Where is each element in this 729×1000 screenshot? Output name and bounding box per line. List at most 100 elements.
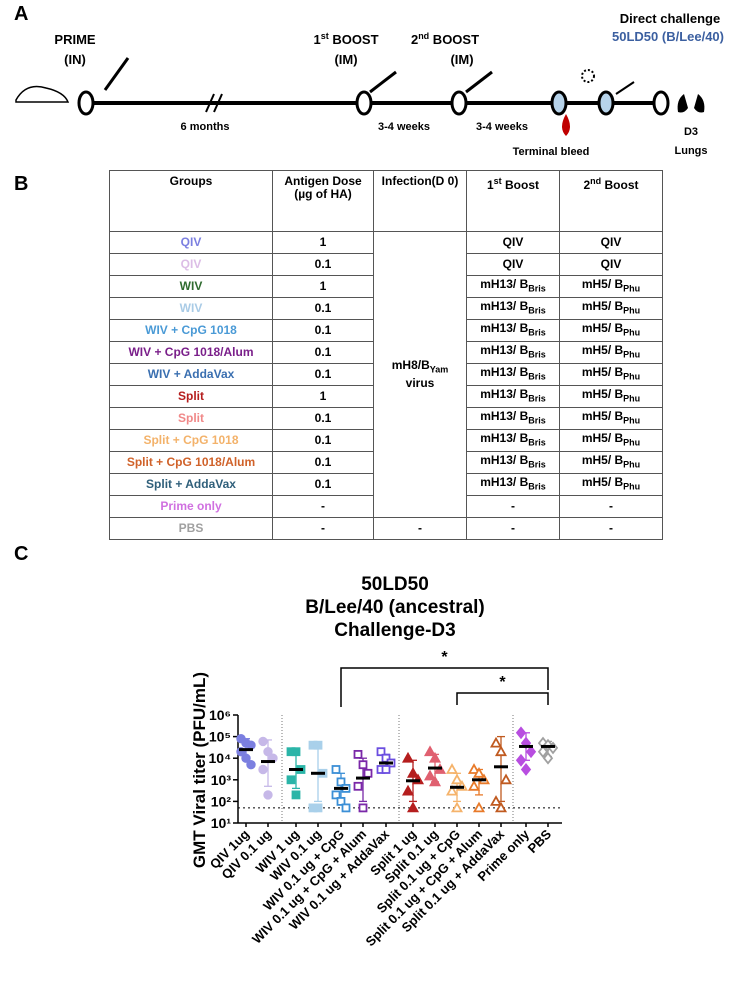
- boost2-label: 2nd BOOST: [411, 31, 479, 47]
- table-row: PBS - - - -: [109, 517, 663, 540]
- dose-cell: 0.1: [272, 319, 374, 342]
- infection-cell: -: [373, 517, 467, 540]
- text-part: mH5/ B: [581, 276, 624, 291]
- group-cell: WIV: [109, 297, 273, 320]
- data-point: [489, 736, 503, 748]
- text-part: mH13/ B: [480, 364, 529, 379]
- text-part: mH5/ B: [581, 298, 624, 313]
- significance-bracket: [340, 667, 549, 707]
- chart-title: Challenge-D3: [334, 620, 455, 641]
- boost-cell: mH13/ BBris: [466, 473, 560, 496]
- dose-cell: 0.1: [272, 429, 374, 452]
- boost1-route: (IM): [334, 52, 357, 67]
- text-part: 1: [486, 178, 494, 192]
- panel-label: B: [14, 173, 28, 195]
- data-point: [423, 769, 437, 781]
- text-part: 1: [313, 32, 320, 47]
- subscript: Phu: [623, 393, 641, 404]
- text-part: mH13/ B: [480, 342, 529, 357]
- boost-cell: mH13/ BBris: [466, 407, 560, 430]
- subscript: Phu: [623, 415, 641, 426]
- data-point: [450, 773, 464, 785]
- superscript: st: [321, 31, 329, 41]
- data-point: [353, 781, 363, 791]
- group-cell: Split + AddaVax: [109, 473, 273, 496]
- dose-cell: 0.1: [272, 297, 374, 320]
- data-point: [291, 790, 301, 800]
- interval-label: 3-4 weeks: [476, 121, 528, 133]
- data-point: [515, 726, 527, 740]
- data-point: [331, 790, 341, 800]
- data-point: [376, 747, 386, 757]
- data-point: [401, 784, 415, 796]
- data-point: [406, 766, 420, 778]
- boost-cell: mH13/ BBris: [466, 385, 560, 408]
- blood-drop-icon: [562, 114, 570, 136]
- header-cell: Infection(D 0): [373, 170, 467, 232]
- subscript: Yam: [429, 364, 449, 375]
- y-tick-label: 10⁶: [209, 707, 231, 723]
- significance-star: *: [441, 649, 448, 666]
- data-point: [467, 763, 481, 774]
- subscript: Phu: [623, 349, 641, 360]
- data-point: [445, 784, 459, 796]
- text-part: mH13/ B: [480, 408, 529, 423]
- data-point: [494, 801, 508, 813]
- dose-cell: 1: [272, 275, 374, 298]
- text-part: mH5/ B: [581, 364, 624, 379]
- prime-route: (IN): [64, 52, 86, 67]
- text-part: mH13/ B: [480, 276, 529, 291]
- dose-cell: -: [272, 517, 374, 540]
- data-point: [336, 777, 346, 787]
- group-cell: WIV + AddaVax: [109, 363, 273, 386]
- mouse-icon: [15, 85, 70, 103]
- subscript: Bris: [528, 481, 546, 492]
- data-point: [472, 766, 486, 778]
- group-cell: Split: [109, 407, 273, 430]
- text-part: mH5/ B: [581, 430, 624, 445]
- subscript: Phu: [623, 305, 641, 316]
- y-tick-label: 10¹: [211, 815, 232, 831]
- break-mark: [213, 93, 223, 113]
- y-axis-label: GMT Viral titer (PFU/mL): [190, 672, 209, 868]
- data-point: [258, 736, 268, 747]
- timepoint: [355, 90, 373, 116]
- text-part: BOOST: [429, 32, 479, 47]
- text-part: Boost: [601, 178, 639, 192]
- boost-cell: mH5/ BPhu: [559, 473, 663, 496]
- subscript: Phu: [623, 459, 641, 470]
- data-point: [428, 751, 442, 763]
- boost-cell: mH13/ BBris: [466, 451, 560, 474]
- virus-icon: [581, 69, 595, 83]
- subscript: Phu: [623, 481, 641, 492]
- data-point: [291, 747, 301, 757]
- data-point: [241, 753, 251, 763]
- boost-cell: mH5/ BPhu: [559, 275, 663, 298]
- significance-bracket: [456, 692, 549, 705]
- timepoint: [550, 90, 568, 116]
- syringe-icon: [369, 70, 397, 94]
- infection-cell: mH8/BYam virus: [373, 231, 467, 518]
- boost-cell: QIV: [559, 253, 663, 276]
- subscript: Bris: [528, 305, 546, 316]
- timepoint: [597, 90, 615, 116]
- day-label: D3: [684, 126, 698, 138]
- group-cell: Split + CpG 1018/Alum: [109, 451, 273, 474]
- boost-cell: mH5/ BPhu: [559, 297, 663, 320]
- boost-cell: mH13/ BBris: [466, 363, 560, 386]
- significance-star: *: [499, 674, 506, 691]
- boost-cell: mH5/ BPhu: [559, 451, 663, 474]
- header-cell: 2nd Boost: [559, 170, 663, 232]
- data-point: [313, 803, 323, 813]
- subscript: Bris: [528, 283, 546, 294]
- x-tick-label: PBS: [525, 826, 555, 856]
- table-body: Groups Antigen Dose (µg of HA) Infection(D…: [109, 170, 663, 540]
- lungs-icon: [677, 94, 705, 113]
- timepoint: [652, 90, 670, 116]
- challenge-label: Direct challenge: [620, 11, 720, 26]
- pipette-icon: [103, 57, 130, 91]
- boost-cell: QIV: [559, 231, 663, 254]
- boost-cell: QIV: [466, 253, 560, 276]
- superscript: nd: [418, 31, 429, 41]
